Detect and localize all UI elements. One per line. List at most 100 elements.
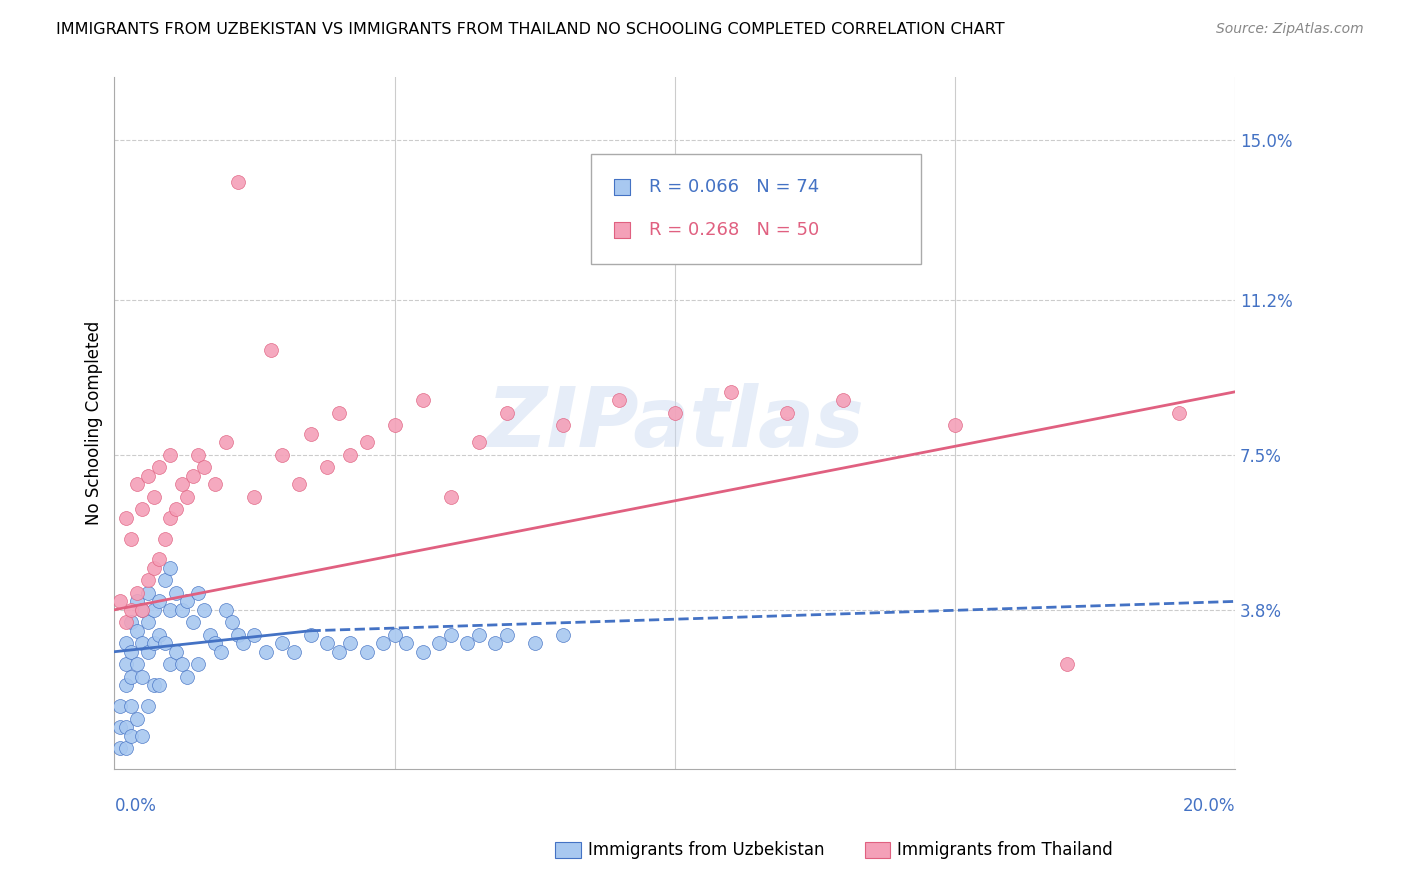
Point: [131, 670, 153, 684]
Point: [551, 628, 574, 642]
Point: [114, 510, 136, 524]
Point: [120, 603, 142, 617]
Text: ZIPatlas: ZIPatlas: [485, 383, 863, 464]
Point: [831, 393, 853, 408]
Text: 0.0%: 0.0%: [114, 797, 156, 814]
Point: [271, 448, 294, 462]
Point: [114, 615, 136, 630]
Point: [187, 448, 209, 462]
Point: [316, 460, 339, 475]
Point: [142, 490, 165, 504]
Text: Source: ZipAtlas.com: Source: ZipAtlas.com: [1216, 22, 1364, 37]
Text: R = 0.268   N = 50: R = 0.268 N = 50: [650, 220, 820, 238]
Point: [283, 645, 305, 659]
Point: [114, 657, 136, 672]
Point: [427, 636, 450, 650]
Point: [181, 468, 204, 483]
Point: [339, 636, 361, 650]
Point: [142, 636, 165, 650]
Point: [148, 594, 170, 608]
Point: [215, 435, 238, 450]
Point: [484, 636, 506, 650]
Point: [193, 460, 215, 475]
Point: [467, 435, 489, 450]
Point: [720, 384, 742, 399]
Point: [215, 603, 238, 617]
Point: [165, 586, 187, 600]
Text: Immigrants from Thailand: Immigrants from Thailand: [897, 841, 1112, 859]
Point: [159, 657, 181, 672]
Point: [288, 477, 311, 491]
Point: [165, 645, 187, 659]
Text: 20.0%: 20.0%: [1182, 797, 1234, 814]
Point: [243, 628, 266, 642]
Point: [131, 603, 153, 617]
Point: [271, 636, 294, 650]
Point: [125, 586, 148, 600]
Point: [664, 406, 686, 420]
Point: [108, 741, 131, 756]
FancyBboxPatch shape: [591, 153, 921, 264]
Point: [120, 670, 142, 684]
Point: [136, 615, 159, 630]
Point: [204, 636, 226, 650]
Y-axis label: No Schooling Completed: No Schooling Completed: [86, 321, 103, 525]
Text: Immigrants from Uzbekistan: Immigrants from Uzbekistan: [588, 841, 824, 859]
Point: [209, 645, 232, 659]
Point: [159, 561, 181, 575]
Point: [551, 418, 574, 433]
Point: [439, 490, 461, 504]
Point: [356, 435, 378, 450]
Point: [142, 603, 165, 617]
Point: [495, 628, 517, 642]
Point: [170, 657, 193, 672]
Point: [243, 490, 266, 504]
Point: [120, 615, 142, 630]
Point: [170, 477, 193, 491]
Point: [120, 699, 142, 714]
Point: [181, 615, 204, 630]
Point: [232, 636, 254, 650]
Point: [120, 729, 142, 743]
Point: [125, 657, 148, 672]
Point: [339, 448, 361, 462]
Point: [153, 574, 176, 588]
Point: [136, 468, 159, 483]
Point: [114, 636, 136, 650]
Point: [943, 418, 966, 433]
Point: [114, 720, 136, 734]
Point: [131, 729, 153, 743]
Point: [328, 645, 350, 659]
Point: [412, 393, 434, 408]
Point: [299, 628, 322, 642]
Point: [467, 628, 489, 642]
Point: [456, 636, 478, 650]
Point: [187, 657, 209, 672]
Point: [328, 406, 350, 420]
Point: [148, 552, 170, 566]
Point: [384, 628, 406, 642]
Point: [495, 406, 517, 420]
Point: [395, 636, 418, 650]
Point: [316, 636, 339, 650]
Point: [142, 561, 165, 575]
Point: [131, 636, 153, 650]
Point: [108, 699, 131, 714]
Point: [159, 510, 181, 524]
Point: [153, 532, 176, 546]
Point: [176, 594, 198, 608]
Point: [204, 477, 226, 491]
Point: [254, 645, 277, 659]
Point: [148, 460, 170, 475]
Point: [384, 418, 406, 433]
Point: [187, 586, 209, 600]
Point: [776, 406, 799, 420]
Point: [356, 645, 378, 659]
Point: [136, 645, 159, 659]
Point: [125, 712, 148, 726]
Point: [120, 532, 142, 546]
Point: [114, 678, 136, 692]
Point: [108, 594, 131, 608]
Point: [193, 603, 215, 617]
Point: [226, 628, 249, 642]
